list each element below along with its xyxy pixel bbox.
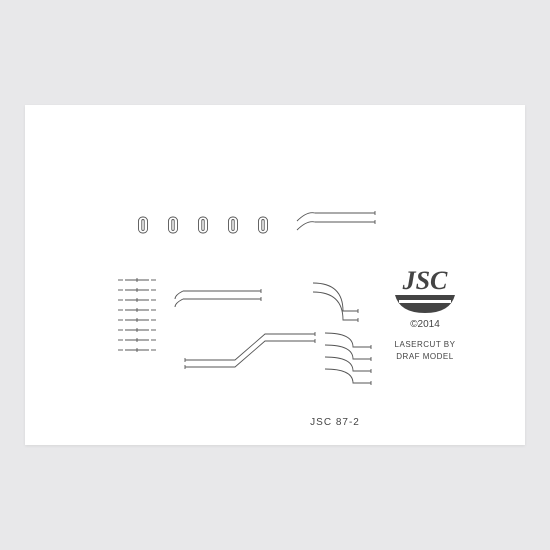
sheet: JSC ©2014 LASERCUT BY DRAF MODEL JSC 87-2 bbox=[25, 105, 525, 445]
logo-copyright: ©2014 bbox=[410, 319, 440, 330]
logo-bowl bbox=[395, 295, 455, 313]
logo-sub1: LASERCUT BY bbox=[395, 340, 456, 349]
logo-sub2: DRAF MODEL bbox=[396, 352, 454, 361]
curve-mid-1 bbox=[313, 292, 358, 320]
stage: JSC ©2014 LASERCUT BY DRAF MODEL JSC 87-2 bbox=[0, 0, 550, 550]
footer-label: JSC 87-2 bbox=[310, 417, 360, 428]
zig-0 bbox=[185, 334, 315, 360]
slot-slit-1 bbox=[172, 220, 174, 231]
logo-stripe bbox=[399, 300, 451, 303]
slot-slit-3 bbox=[232, 220, 234, 231]
slot-slit-2 bbox=[202, 220, 204, 231]
parts-layout: JSC ©2014 LASERCUT BY DRAF MODEL JSC 87-2 bbox=[25, 105, 525, 445]
rail-mid-0 bbox=[175, 291, 261, 299]
slot-slit-4 bbox=[262, 220, 264, 231]
rail-mid-1 bbox=[175, 299, 261, 307]
zig-1 bbox=[185, 341, 315, 367]
logo-text: JSC bbox=[402, 266, 448, 295]
curve-mid-0 bbox=[313, 283, 358, 311]
rail-top-0 bbox=[297, 213, 375, 221]
rail-top-1 bbox=[297, 222, 375, 230]
slot-slit-0 bbox=[142, 220, 144, 231]
